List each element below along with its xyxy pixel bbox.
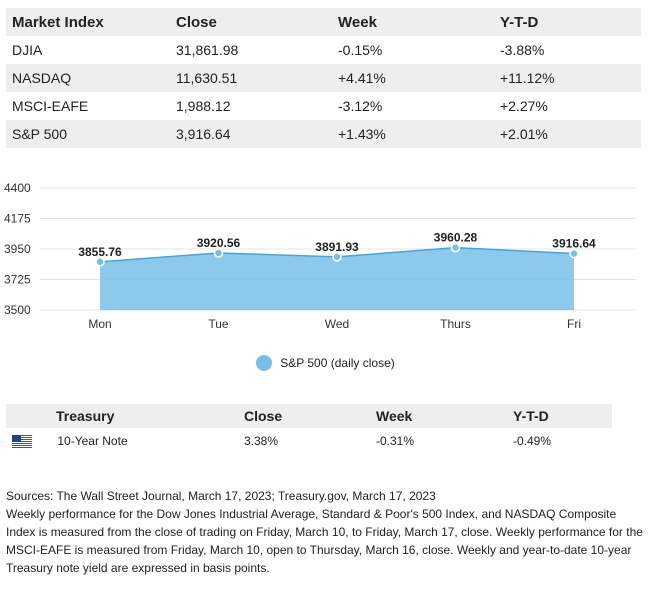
data-point [332, 252, 342, 262]
index-close: 1,988.12 [176, 98, 231, 114]
us-flag-icon [12, 435, 32, 449]
header-week: Week [332, 8, 494, 36]
table-row: 10-Year Note 3.38% -0.31% -0.49% [6, 428, 612, 454]
index-name: MSCI-EAFE [12, 98, 89, 114]
market-index-table: Market Index Close Week Y-T-D DJIA 31,86… [6, 8, 641, 148]
index-close: 3,916.64 [170, 120, 332, 148]
header-week: Week [370, 404, 507, 428]
treasury-ytd: -0.49% [513, 434, 552, 448]
index-ytd: +2.27% [500, 98, 548, 114]
index-name: DJIA [12, 42, 43, 58]
y-tick-label: 3500 [4, 303, 31, 317]
header-ytd: Y-T-D [494, 8, 641, 36]
legend-label: S&P 500 (daily close) [280, 356, 395, 370]
index-name: NASDAQ [6, 64, 170, 92]
index-ytd: +2.01% [494, 120, 641, 148]
x-tick-label: Mon [88, 317, 111, 331]
chart-legend: S&P 500 (daily close) [0, 355, 651, 371]
treasury-close: 3.38% [244, 434, 279, 448]
y-tick-label: 3725 [4, 273, 31, 287]
index-week: +4.41% [332, 64, 494, 92]
footnotes: Sources: The Wall Street Journal, March … [6, 487, 646, 577]
legend-swatch [256, 355, 273, 371]
x-tick-label: Wed [325, 317, 349, 331]
x-tick-label: Thurs [440, 317, 471, 331]
treasury-week: -0.31% [376, 434, 415, 448]
table-row: S&P 500 3,916.64 +1.43% +2.01% [6, 120, 641, 148]
table-row: MSCI-EAFE 1,988.12 -3.12% +2.27% [6, 92, 641, 120]
data-label: 3916.64 [552, 237, 596, 251]
methodology-note: Weekly performance for the Dow Jones Ind… [6, 507, 643, 575]
x-tick-label: Tue [208, 317, 229, 331]
market-table-header: Market Index Close Week Y-T-D [6, 8, 641, 36]
index-week: -0.15% [338, 42, 383, 58]
header-close: Close [238, 404, 370, 428]
treasury-table-header: Treasury Close Week Y-T-D [6, 404, 612, 428]
index-name: S&P 500 [6, 120, 170, 148]
index-week: +1.43% [332, 120, 494, 148]
index-close: 31,861.98 [176, 42, 239, 58]
index-week: -3.12% [338, 98, 383, 114]
index-ytd: +11.12% [494, 64, 641, 92]
data-label: 3891.93 [315, 240, 359, 254]
data-label: 3920.56 [197, 236, 241, 250]
data-point [95, 257, 105, 267]
treasury-name-cell: 10-Year Note [6, 428, 238, 454]
index-ytd: -3.88% [500, 42, 545, 58]
series-area [100, 247, 574, 310]
y-tick-label: 4400 [4, 181, 31, 195]
data-label: 3960.28 [434, 231, 478, 245]
table-row: DJIA 31,861.98 -0.15% -3.88% [6, 36, 641, 64]
x-tick-label: Fri [567, 317, 581, 331]
sources-note: Sources: The Wall Street Journal, March … [6, 489, 436, 503]
treasury-name: 10-Year Note [57, 433, 128, 448]
y-tick-label: 4175 [4, 212, 31, 226]
header-treasury: Treasury [6, 404, 238, 428]
sp500-area-chart: 4400 4175 3950 3725 3500 3855.76 Mon 3920.56 Tue… [4, 181, 636, 331]
treasury-table: Treasury Close Week Y-T-D [6, 404, 612, 454]
data-point [450, 242, 461, 253]
header-ytd: Y-T-D [507, 404, 612, 428]
data-label: 3855.76 [78, 245, 122, 259]
table-row: NASDAQ 11,630.51 +4.41% +11.12% [6, 64, 641, 92]
y-tick-label: 3950 [4, 242, 31, 256]
header-close: Close [170, 8, 332, 36]
data-point [213, 248, 224, 258]
header-market-index: Market Index [6, 8, 170, 36]
index-close: 11,630.51 [170, 64, 332, 92]
data-point [569, 248, 579, 259]
